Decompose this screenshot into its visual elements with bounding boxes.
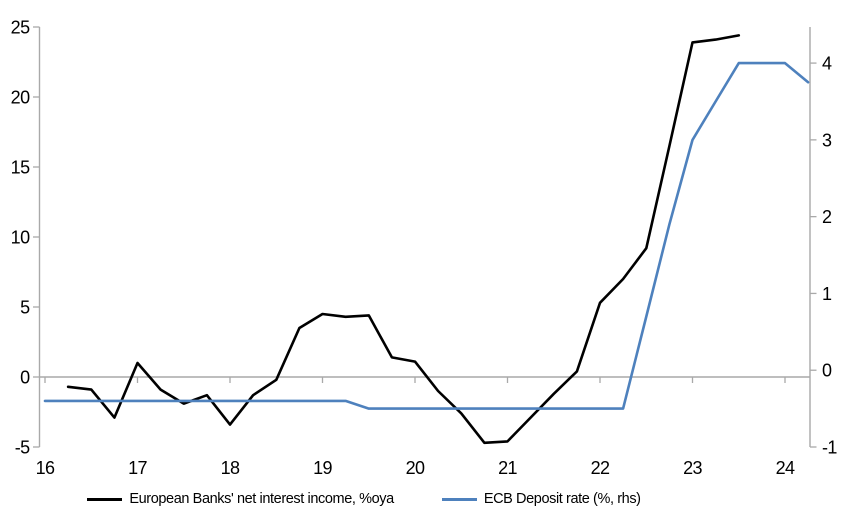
y-left-tick-label: -5: [15, 438, 30, 458]
y-left-tick-label: 15: [11, 158, 30, 178]
series-line-net-interest-income: [66, 34, 741, 445]
y-left-tick-label: 20: [11, 88, 30, 108]
x-axis-tick-label: 18: [221, 458, 240, 478]
y-right-tick-label: 1: [822, 284, 832, 304]
y-right-tick-label: 4: [822, 54, 832, 74]
ecb-line-swatch: [441, 497, 477, 501]
legend-item-net-interest-income: European Banks' net interest income, %oy…: [87, 491, 394, 507]
x-axis-tick-label: 20: [406, 458, 425, 478]
x-axis-tick-label: 23: [683, 458, 702, 478]
legend-item-ecb-deposit-rate: ECB Deposit rate (%, rhs): [441, 491, 641, 507]
y-left-tick-label: 10: [11, 228, 30, 248]
x-axis-tick-label: 17: [128, 458, 147, 478]
x-axis-tick-label: 22: [591, 458, 610, 478]
legend-label-net-interest-income: European Banks' net interest income, %oy…: [129, 491, 394, 507]
x-axis-tick-label: 16: [36, 458, 55, 478]
nii-line-swatch: [87, 497, 123, 501]
x-axis-tick-label: 21: [498, 458, 517, 478]
series-line-ecb-deposit-rate: [43, 61, 810, 410]
y-right-tick-label: 2: [822, 207, 832, 227]
y-left-tick-label: 25: [11, 18, 30, 38]
y-right-tick-label: 0: [822, 361, 832, 381]
x-axis-tick-label: 24: [776, 458, 795, 478]
y-left-tick-label: 0: [20, 368, 30, 388]
y-right-tick-label: 3: [822, 130, 832, 150]
y-right-tick-label: -1: [822, 438, 837, 458]
x-axis-tick-label: 19: [313, 458, 332, 478]
legend-label-ecb-deposit-rate: ECB Deposit rate (%, rhs): [483, 491, 641, 507]
y-left-tick-label: 5: [20, 298, 30, 318]
chart-legend: European Banks' net interest income, %oy…: [0, 491, 790, 507]
